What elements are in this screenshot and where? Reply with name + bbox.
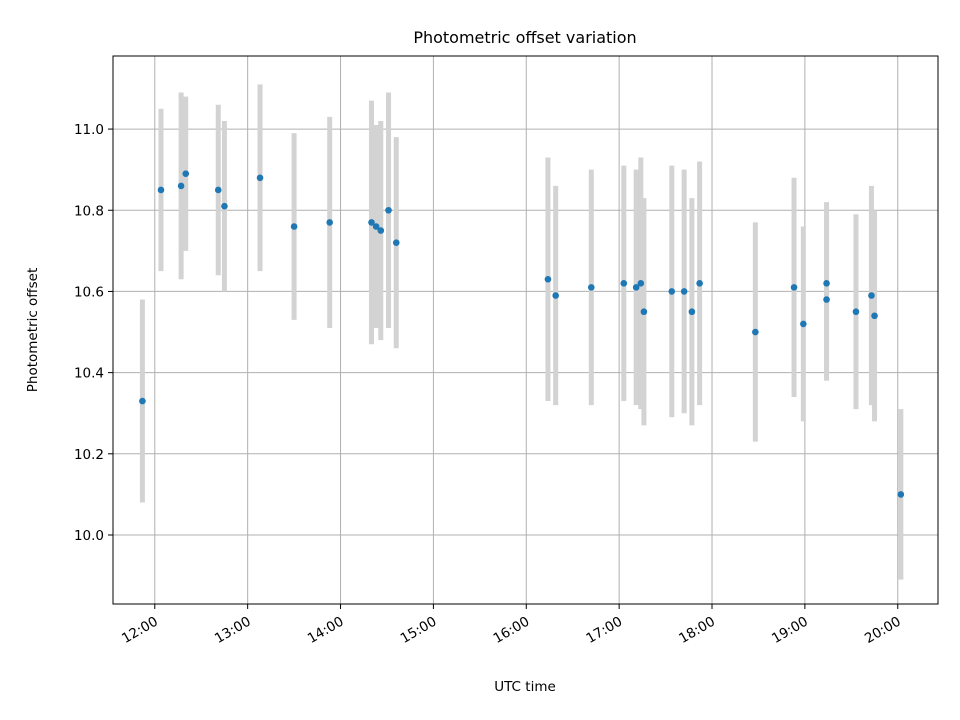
data-point	[587, 284, 595, 291]
data-point	[790, 284, 798, 291]
data-point	[139, 397, 146, 405]
grid	[113, 56, 938, 604]
data-point	[392, 239, 400, 247]
data-point	[680, 288, 688, 295]
data-point	[852, 308, 860, 316]
data-point	[637, 280, 645, 287]
y-tick-label: 10.6	[74, 284, 104, 300]
data-point	[620, 280, 628, 287]
y-tick-label: 10.4	[74, 366, 104, 382]
data-point	[800, 320, 807, 328]
data-point	[871, 312, 878, 320]
data-point	[688, 308, 696, 316]
y-tick-label: 10.0	[74, 528, 104, 544]
y-tick-label: 10.2	[74, 447, 104, 463]
data-point	[640, 308, 648, 316]
data-point	[326, 219, 333, 226]
chart-title: Photometric offset variation	[413, 28, 636, 47]
data-point	[377, 227, 385, 234]
y-axis-ticks: 10.0 10.2 10.4 10.6 10.8 11.0	[74, 122, 113, 544]
data-point	[256, 174, 264, 182]
data-point	[221, 202, 228, 210]
data-point	[182, 170, 190, 178]
data-point	[177, 182, 185, 190]
data-point	[372, 223, 380, 230]
data-point	[823, 280, 830, 287]
data-point	[214, 186, 222, 194]
data-point	[385, 206, 392, 214]
x-axis-label: UTC time	[494, 679, 556, 695]
data-point	[544, 275, 552, 283]
data-point	[632, 284, 640, 291]
y-tick-label: 11.0	[74, 122, 104, 138]
data-point	[668, 288, 676, 295]
data-point	[868, 292, 875, 299]
data-point	[157, 186, 165, 194]
data-point	[696, 280, 703, 287]
data-point	[368, 219, 375, 226]
data-point	[290, 223, 298, 230]
data-points	[139, 170, 905, 498]
y-axis-label: Photometric offset	[25, 268, 41, 392]
y-tick-label: 10.8	[74, 203, 104, 219]
data-point	[552, 292, 559, 299]
data-point	[752, 328, 759, 336]
data-point	[823, 296, 830, 303]
plot-frame	[112, 55, 939, 605]
data-point	[897, 491, 905, 498]
